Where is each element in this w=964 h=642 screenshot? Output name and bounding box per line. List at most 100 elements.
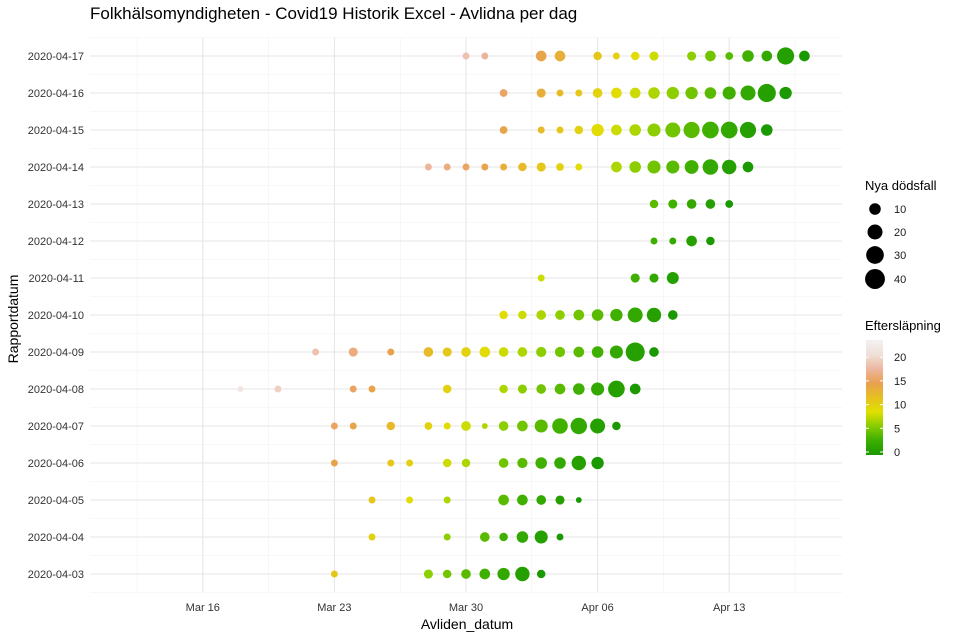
data-point bbox=[462, 163, 470, 171]
data-point bbox=[575, 89, 583, 97]
data-point bbox=[535, 457, 547, 469]
data-point bbox=[649, 199, 659, 209]
data-point bbox=[687, 51, 697, 61]
data-point bbox=[274, 385, 282, 393]
data-point bbox=[517, 420, 528, 432]
data-point bbox=[649, 347, 659, 357]
data-point bbox=[552, 418, 568, 434]
data-point bbox=[498, 347, 509, 357]
data-point bbox=[554, 457, 566, 469]
data-point bbox=[725, 200, 734, 208]
x-axis-label: Avliden_datum bbox=[420, 616, 514, 632]
x-tick-label: Apr 13 bbox=[713, 602, 745, 614]
data-point bbox=[593, 51, 602, 61]
data-point bbox=[646, 307, 662, 323]
data-point bbox=[461, 569, 471, 579]
x-tick-label: Mar 16 bbox=[186, 602, 220, 614]
data-point bbox=[575, 163, 583, 171]
color-legend-bar bbox=[866, 340, 883, 455]
data-point bbox=[517, 347, 528, 357]
data-point bbox=[608, 380, 625, 398]
data-point bbox=[725, 52, 734, 60]
data-point bbox=[518, 162, 527, 172]
size-legend-label: 10 bbox=[894, 204, 906, 216]
data-point bbox=[590, 418, 606, 434]
data-point bbox=[387, 348, 395, 356]
data-point bbox=[575, 497, 582, 503]
data-point bbox=[330, 459, 338, 467]
data-point bbox=[368, 533, 376, 541]
size-legend-label: 20 bbox=[894, 227, 906, 239]
data-point bbox=[625, 342, 645, 362]
data-point bbox=[349, 422, 357, 430]
data-point bbox=[684, 160, 699, 174]
data-point bbox=[368, 496, 376, 504]
data-point bbox=[721, 159, 737, 175]
color-legend-title: Eftersläpning bbox=[865, 318, 941, 333]
data-point bbox=[591, 382, 605, 396]
size-legend-label: 30 bbox=[894, 250, 906, 262]
data-point bbox=[386, 421, 396, 431]
data-point bbox=[498, 421, 509, 431]
data-point bbox=[534, 530, 548, 544]
data-point bbox=[685, 86, 698, 100]
data-point bbox=[611, 161, 622, 173]
color-legend-label: 0 bbox=[894, 447, 900, 459]
data-point bbox=[592, 88, 603, 98]
data-point bbox=[647, 123, 661, 137]
x-tick-label: Mar 23 bbox=[317, 602, 351, 614]
data-point bbox=[443, 533, 451, 541]
data-point bbox=[443, 422, 451, 430]
data-point bbox=[330, 570, 338, 578]
size-legend-key bbox=[866, 246, 884, 264]
data-point bbox=[554, 50, 566, 62]
data-point bbox=[650, 237, 658, 245]
size-legend-key bbox=[865, 269, 885, 289]
y-tick-label: 2020-04-09 bbox=[28, 347, 84, 359]
data-point bbox=[537, 126, 545, 134]
data-point bbox=[479, 568, 491, 580]
y-tick-label: 2020-04-16 bbox=[28, 88, 84, 100]
data-point bbox=[609, 345, 623, 359]
data-point bbox=[686, 199, 697, 209]
data-point bbox=[666, 86, 679, 100]
data-point bbox=[516, 531, 529, 543]
data-point bbox=[779, 86, 792, 100]
data-point bbox=[630, 51, 640, 61]
data-point bbox=[612, 52, 620, 60]
data-point bbox=[443, 163, 451, 171]
data-point bbox=[499, 532, 508, 542]
data-point bbox=[481, 52, 489, 60]
y-tick-label: 2020-04-03 bbox=[28, 569, 84, 581]
data-point bbox=[720, 121, 738, 139]
data-point bbox=[739, 121, 757, 139]
y-tick-label: 2020-04-10 bbox=[28, 310, 84, 322]
data-point bbox=[497, 567, 510, 581]
data-point bbox=[591, 456, 604, 470]
color-legend-label: 5 bbox=[894, 423, 900, 435]
data-point bbox=[571, 455, 587, 471]
data-point bbox=[424, 422, 433, 430]
data-point bbox=[706, 236, 715, 246]
data-point bbox=[406, 496, 414, 504]
y-axis-label: Rapportdatum bbox=[5, 274, 21, 364]
y-tick-label: 2020-04-14 bbox=[28, 162, 84, 174]
data-point bbox=[423, 347, 434, 357]
data-point bbox=[591, 123, 604, 137]
data-point bbox=[500, 163, 508, 171]
size-legend-title: Nya dödsfall bbox=[865, 178, 937, 193]
data-point bbox=[761, 124, 773, 136]
data-point bbox=[683, 121, 700, 139]
data-point bbox=[554, 383, 566, 395]
data-point bbox=[666, 160, 680, 174]
data-point bbox=[742, 50, 754, 62]
data-point bbox=[499, 310, 508, 320]
x-tick-label: Mar 30 bbox=[449, 602, 483, 614]
data-point bbox=[761, 50, 773, 62]
y-tick-label: 2020-04-11 bbox=[29, 273, 84, 285]
data-point bbox=[536, 88, 546, 98]
data-point bbox=[348, 347, 358, 357]
data-point bbox=[556, 126, 564, 134]
data-point bbox=[442, 347, 452, 357]
data-point bbox=[556, 163, 564, 171]
